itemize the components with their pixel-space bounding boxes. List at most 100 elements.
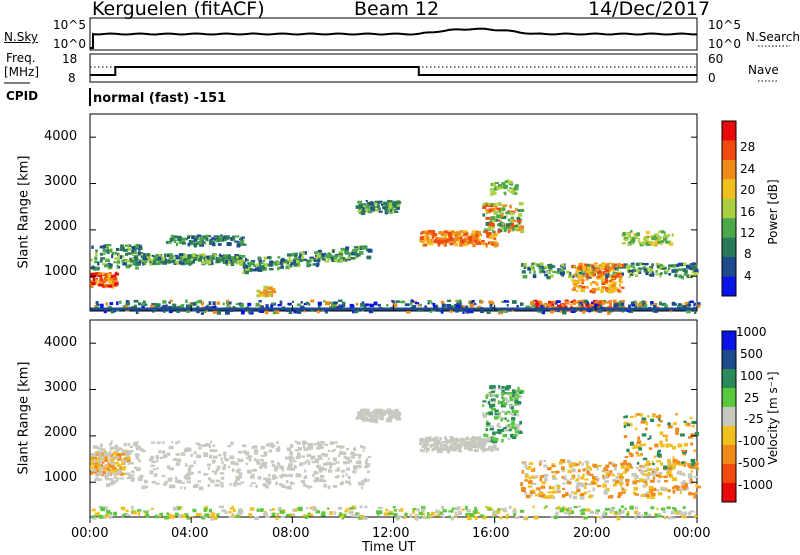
velocity-cell — [287, 467, 292, 471]
power-cell — [653, 302, 658, 306]
velocity-cell — [433, 443, 436, 447]
power-cell — [94, 256, 98, 261]
velocity-cell — [134, 466, 138, 469]
power-cell — [637, 238, 640, 242]
power-cell — [131, 246, 135, 250]
velocity-cell — [394, 416, 398, 420]
power-cell — [448, 237, 453, 242]
velocity-cell — [412, 510, 415, 514]
velocity-cell — [393, 414, 398, 418]
velocity-cell — [564, 507, 567, 511]
velocity-cell — [175, 441, 179, 445]
power-cell — [572, 280, 576, 284]
velocity-cell — [516, 401, 522, 405]
velocity-cell — [294, 509, 298, 512]
power-cell — [378, 200, 383, 204]
velocity-cell — [192, 484, 198, 489]
power-cell — [165, 304, 168, 309]
velocity-cell — [237, 468, 241, 472]
velocity-cell — [630, 443, 634, 446]
velocity-cell — [461, 443, 466, 447]
velocity-cell — [637, 440, 642, 444]
velocity-cell — [300, 462, 304, 465]
velocity-cell — [672, 456, 675, 459]
velocity-cell — [671, 445, 676, 450]
velocity-cell — [529, 490, 533, 495]
velocity-cell — [688, 480, 692, 484]
velocity-cell — [642, 484, 647, 488]
velocity-cell — [492, 431, 496, 436]
velocity-cell — [260, 454, 266, 457]
velocity-cell — [658, 475, 661, 479]
power-cell — [300, 301, 303, 304]
velocity-cell — [618, 508, 622, 513]
power-cell — [187, 235, 192, 238]
power-cell — [313, 251, 319, 255]
power-cell — [611, 275, 614, 279]
velocity-cell — [162, 454, 166, 459]
power-cell — [435, 304, 439, 308]
velocity-cell — [256, 508, 260, 512]
velocity-cell — [355, 461, 358, 464]
power-cell — [131, 258, 135, 261]
velocity-cell — [170, 514, 176, 519]
velocity-cell — [658, 472, 663, 475]
velocity-cell — [111, 462, 116, 466]
velocity-cell — [393, 411, 398, 415]
velocity-cell — [329, 441, 334, 445]
velocity-cell — [223, 454, 227, 459]
power-cell — [176, 310, 180, 313]
power-cell — [393, 201, 398, 205]
velocity-cell — [107, 473, 112, 477]
velocity-cell — [628, 462, 631, 466]
velocity-cell — [297, 446, 303, 451]
power-cell — [277, 261, 280, 265]
power-cell — [361, 203, 366, 206]
power-cell — [201, 239, 204, 243]
velocity-cell — [547, 491, 552, 494]
power-cell — [597, 278, 600, 281]
power-cell — [549, 310, 555, 314]
velocity-cell — [397, 411, 401, 415]
velocity-cell — [260, 445, 265, 450]
velocity-cb-tick: -500 — [738, 456, 766, 470]
velocity-cell — [149, 470, 154, 475]
power-cell — [318, 252, 323, 257]
power-cell — [485, 216, 491, 220]
power-cell — [655, 273, 660, 276]
velocity-cell — [275, 481, 279, 486]
velocity-cell — [639, 413, 643, 417]
velocity-cell — [220, 457, 223, 461]
power-colorbar — [722, 121, 736, 141]
power-cell — [448, 240, 451, 244]
power-cell — [553, 300, 556, 304]
power-cell — [322, 257, 326, 261]
velocity-cell — [509, 412, 515, 416]
power-cell — [107, 273, 111, 278]
power-cell — [253, 264, 257, 268]
power-cell — [176, 306, 180, 309]
velocity-cell — [327, 449, 331, 452]
velocity-cell — [457, 449, 461, 453]
power-cell — [534, 305, 539, 309]
velocity-cell — [434, 437, 439, 441]
velocity-cell — [588, 494, 592, 499]
power-cell — [397, 204, 401, 207]
velocity-cell — [144, 511, 148, 514]
velocity-cell — [618, 482, 624, 485]
power-cell — [295, 262, 300, 266]
velocity-cell — [465, 513, 470, 517]
velocity-cell — [489, 385, 493, 390]
velocity-cell — [429, 444, 432, 448]
velocity-cell — [482, 400, 487, 403]
velocity-cell — [693, 514, 697, 518]
velocity-cell — [203, 453, 209, 457]
power-cell — [499, 220, 503, 224]
power-cell — [441, 239, 447, 244]
power-cell — [191, 257, 197, 261]
power-cell — [125, 259, 130, 263]
velocity-cell — [485, 394, 489, 398]
power-cell — [294, 257, 299, 261]
velocity-cell — [364, 465, 369, 469]
power-cell — [257, 304, 261, 307]
